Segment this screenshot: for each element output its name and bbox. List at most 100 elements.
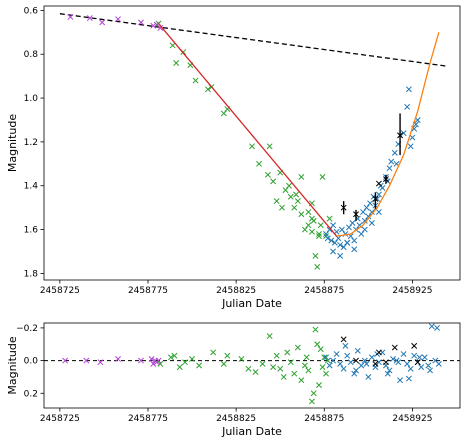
blue-data-point: [428, 323, 435, 330]
blue-data-point: [361, 217, 368, 224]
green-data-point: [294, 344, 301, 351]
green-data-point: [316, 233, 322, 240]
y-tick-label: 0.2: [24, 389, 38, 399]
green-data-point: [294, 198, 301, 205]
blue-data-point: [337, 241, 344, 248]
green-data-point: [249, 143, 255, 150]
x-tick-label: 2458925: [392, 414, 432, 424]
green-data-point: [282, 187, 289, 194]
blue-data-point: [330, 357, 337, 364]
green-data-point: [310, 390, 317, 397]
green-data-point: [310, 217, 317, 224]
green-data-point: [266, 333, 273, 340]
blue-data-point: [335, 235, 342, 242]
green-data-point: [317, 346, 324, 353]
purple-data-point: [137, 357, 144, 364]
blue-data-point: [427, 367, 433, 374]
green-data-point: [220, 360, 227, 367]
blue-data-point: [349, 220, 356, 226]
green-data-point: [287, 359, 294, 366]
blue-data-point: [354, 347, 361, 354]
blue-data-point: [421, 354, 428, 361]
blue-data-point: [407, 143, 414, 150]
blue-data-point: [435, 360, 442, 367]
blue-data-point: [425, 362, 432, 369]
blue-data-point: [434, 324, 441, 331]
green-data-point: [259, 360, 266, 367]
blue-data-point: [391, 149, 398, 156]
black-data-point: [353, 357, 359, 364]
green-data-point: [301, 362, 308, 369]
blue-data-point: [351, 370, 358, 377]
black-data-point: [411, 342, 418, 349]
y-axis-label: Magnitude: [6, 336, 19, 395]
blue-data-point: [358, 362, 365, 369]
green-data-point: [298, 211, 305, 218]
purple-data-point: [97, 359, 104, 366]
green-data-point: [303, 354, 310, 361]
green-data-point: [176, 364, 183, 371]
black-data-point: [375, 180, 382, 187]
x-tick-label: 2458725: [40, 414, 80, 424]
blue-data-point: [384, 370, 391, 377]
blue-data-point: [395, 359, 402, 366]
green-data-point: [169, 42, 176, 49]
green-data-point: [298, 377, 305, 384]
blue-data-point: [411, 352, 418, 359]
blue-data-point: [340, 244, 347, 251]
green-data-point: [314, 263, 321, 270]
x-tick-label: 2458725: [40, 286, 80, 296]
blue-data-point: [409, 134, 416, 141]
green-data-point: [286, 182, 292, 189]
blue-data-point: [375, 359, 382, 366]
x-axis-label: Julian Date: [221, 297, 282, 310]
green-data-point: [301, 226, 308, 233]
blue-data-point: [326, 226, 333, 233]
green-data-point: [264, 171, 271, 178]
green-data-point: [256, 160, 263, 167]
green-data-point: [252, 369, 259, 375]
green-data-point: [171, 352, 178, 359]
blue-data-point: [328, 237, 335, 244]
purple-data-point: [148, 356, 155, 362]
blue-data-point: [400, 130, 407, 137]
blue-data-point: [388, 158, 395, 165]
green-data-point: [326, 215, 333, 222]
green-data-point: [305, 222, 312, 229]
blue-data-point: [363, 204, 370, 211]
green-data-point: [192, 77, 199, 84]
blue-data-point: [337, 252, 344, 259]
y-tick-label: 1.8: [24, 269, 39, 279]
green-data-point: [308, 398, 315, 405]
x-tick-label: 2458825: [216, 414, 256, 424]
green-data-point: [273, 198, 280, 205]
blue-data-point: [361, 226, 368, 233]
green-data-point: [204, 86, 211, 93]
green-data-point: [277, 365, 284, 372]
blue-data-point: [365, 213, 372, 220]
green-data-point: [312, 326, 319, 333]
purple-data-point: [157, 24, 164, 31]
y-tick-label: 1.4: [24, 182, 39, 192]
blue-data-point: [337, 360, 344, 367]
plot-area: [44, 323, 460, 405]
x-tick-label: 2458825: [216, 286, 256, 296]
blue-data-point: [407, 365, 414, 372]
axes-frame: [43, 5, 461, 281]
green-data-point: [157, 360, 164, 367]
blue-data-point: [365, 373, 372, 380]
green-data-point: [167, 354, 174, 361]
purple-data-point: [86, 15, 93, 22]
blue-data-point: [367, 200, 374, 207]
blue-data-point: [345, 224, 352, 231]
blue-data-point: [361, 357, 368, 364]
blue-data-point: [405, 375, 412, 382]
blue-data-point: [390, 356, 396, 362]
purple-data-point: [150, 360, 157, 367]
blue-data-point: [418, 364, 425, 371]
blue-data-point: [400, 351, 407, 358]
blue-data-point: [351, 246, 358, 253]
blue-data-point: [323, 354, 329, 361]
green-data-point: [317, 222, 324, 229]
purple-data-point: [155, 357, 162, 364]
